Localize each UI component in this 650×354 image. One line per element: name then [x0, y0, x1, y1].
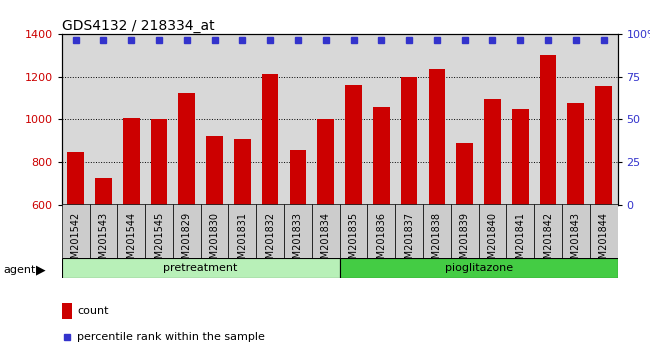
Bar — [339, 204, 367, 258]
Text: GSM201839: GSM201839 — [460, 212, 470, 271]
Bar — [317, 119, 334, 205]
Bar — [590, 204, 618, 258]
Bar — [456, 143, 473, 205]
Bar — [62, 258, 339, 278]
Bar — [229, 204, 256, 258]
Text: GSM201836: GSM201836 — [376, 212, 386, 271]
Bar — [339, 258, 618, 278]
Bar — [345, 85, 362, 205]
Text: GSM201834: GSM201834 — [320, 212, 331, 271]
Bar — [506, 204, 534, 258]
Bar — [484, 99, 500, 205]
Bar — [201, 204, 229, 258]
Text: GSM201838: GSM201838 — [432, 212, 442, 271]
Bar — [373, 107, 389, 205]
Text: GSM201832: GSM201832 — [265, 212, 275, 271]
Text: GSM201833: GSM201833 — [293, 212, 303, 271]
Text: GSM201842: GSM201842 — [543, 212, 553, 271]
Bar — [62, 303, 72, 319]
Bar — [68, 152, 84, 205]
Text: GSM201829: GSM201829 — [182, 212, 192, 271]
Bar — [567, 103, 584, 205]
Bar — [95, 178, 112, 205]
Text: GSM201835: GSM201835 — [348, 212, 359, 271]
Text: GDS4132 / 218334_at: GDS4132 / 218334_at — [62, 19, 214, 33]
Bar — [395, 204, 423, 258]
Bar — [478, 204, 506, 258]
Text: pioglitazone: pioglitazone — [445, 263, 513, 273]
Bar — [562, 204, 590, 258]
Text: count: count — [77, 306, 109, 316]
Bar — [145, 204, 173, 258]
Text: GSM201840: GSM201840 — [488, 212, 497, 271]
Bar — [90, 204, 117, 258]
Bar — [256, 204, 284, 258]
Text: GSM201837: GSM201837 — [404, 212, 414, 271]
Text: GSM201542: GSM201542 — [71, 212, 81, 271]
Text: GSM201830: GSM201830 — [209, 212, 220, 271]
Text: GSM201544: GSM201544 — [126, 212, 136, 271]
Text: pretreatment: pretreatment — [164, 263, 238, 273]
Text: percentile rank within the sample: percentile rank within the sample — [77, 332, 265, 342]
Bar — [534, 204, 562, 258]
Bar — [234, 139, 251, 205]
Bar — [173, 204, 201, 258]
Text: GSM201543: GSM201543 — [98, 212, 109, 271]
Bar — [179, 93, 195, 205]
Bar — [117, 204, 145, 258]
Text: GSM201831: GSM201831 — [237, 212, 248, 271]
Text: GSM201844: GSM201844 — [599, 212, 608, 271]
Bar — [423, 204, 451, 258]
Text: GSM201545: GSM201545 — [154, 212, 164, 271]
Bar — [401, 76, 417, 205]
Bar — [262, 74, 278, 205]
Bar — [367, 204, 395, 258]
Bar — [540, 55, 556, 205]
Bar — [290, 149, 306, 205]
Bar — [451, 204, 478, 258]
Bar — [512, 109, 528, 205]
Bar — [151, 119, 167, 205]
Bar — [595, 86, 612, 205]
Bar — [284, 204, 312, 258]
Bar — [123, 118, 140, 205]
Bar — [312, 204, 340, 258]
Text: agent: agent — [3, 265, 36, 275]
Text: GSM201841: GSM201841 — [515, 212, 525, 271]
Text: GSM201843: GSM201843 — [571, 212, 581, 271]
Text: ▶: ▶ — [36, 264, 46, 276]
Bar — [62, 204, 90, 258]
Bar — [206, 136, 223, 205]
Bar — [428, 69, 445, 205]
